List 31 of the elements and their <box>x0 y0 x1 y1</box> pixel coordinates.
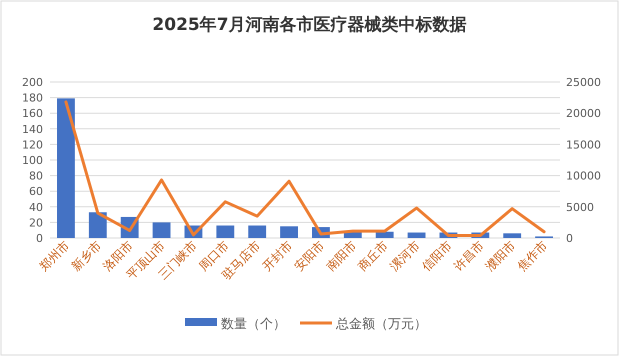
bar <box>216 226 234 238</box>
y2-tick-label: 10000 <box>566 170 601 183</box>
y-tick-label: 20 <box>29 216 43 230</box>
y2-tick-label: 5000 <box>566 200 594 214</box>
y2-tick-label: 0 <box>566 232 573 245</box>
bar <box>57 98 75 238</box>
chart-title: 2025年7月河南各市医疗器械类中标数据 <box>152 15 467 35</box>
y2-tick-label: 15000 <box>566 138 601 152</box>
line-series <box>64 100 546 238</box>
y-tick-label: 160 <box>22 107 43 120</box>
bar <box>503 233 522 238</box>
y-tick-label: 80 <box>29 170 43 183</box>
y-tick-label: 120 <box>22 138 43 152</box>
x-tick-label: 新乡市 <box>68 238 104 274</box>
bar <box>248 226 266 238</box>
legend-label: 总金额（万元） <box>335 317 427 332</box>
bar <box>88 212 107 238</box>
y-tick-label: 100 <box>22 154 43 167</box>
y-tick-label: 40 <box>29 200 43 214</box>
y-tick-label: 200 <box>22 76 43 89</box>
bar <box>152 222 170 238</box>
y-tick-label: 140 <box>22 122 43 136</box>
bar <box>376 232 394 238</box>
legend-label: 数量（个） <box>221 317 286 332</box>
bar <box>280 226 298 238</box>
bar <box>408 232 426 238</box>
y-tick-label: 0 <box>36 232 43 245</box>
y2-tick-label: 20000 <box>566 107 601 120</box>
y-tick-label: 60 <box>29 185 43 198</box>
y-tick-label: 180 <box>22 92 43 105</box>
y2-tick-label: 25000 <box>566 76 601 89</box>
